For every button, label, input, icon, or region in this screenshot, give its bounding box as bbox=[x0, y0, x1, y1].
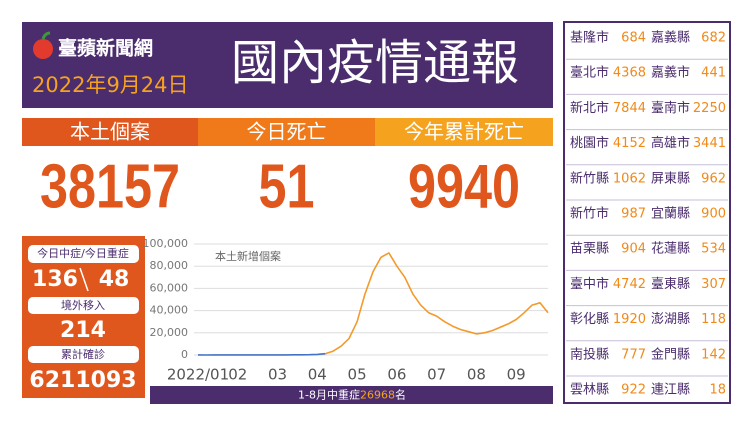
x-tick-label: 04 bbox=[308, 366, 327, 384]
county-name: 苗栗縣 bbox=[570, 242, 609, 257]
county-name: 連江縣 bbox=[651, 383, 690, 398]
county-cases: 534 bbox=[701, 242, 726, 257]
county-name: 臺南市 bbox=[651, 100, 690, 116]
county-name: 基隆市 bbox=[570, 30, 609, 46]
county-cases: 777 bbox=[621, 347, 646, 362]
total-label: 累計確診 bbox=[61, 347, 105, 361]
county-name: 桃園市 bbox=[570, 135, 609, 151]
imported: 214 bbox=[60, 318, 106, 343]
county-cases: 441 bbox=[701, 66, 726, 81]
x-tick-label: 08 bbox=[467, 366, 486, 384]
county-cases: 904 bbox=[621, 242, 646, 257]
county-name: 臺東縣 bbox=[651, 276, 690, 292]
x-tick-label: 03 bbox=[268, 366, 287, 384]
county-cases: 962 bbox=[701, 171, 726, 186]
severe-today: 48 bbox=[99, 267, 130, 292]
x-tick-label: 02 bbox=[228, 366, 247, 384]
label-box bbox=[28, 245, 139, 263]
label-box bbox=[28, 297, 139, 314]
y-tick-label: 0 bbox=[181, 348, 188, 361]
moderate-today: 136 bbox=[32, 267, 78, 292]
county-cases: 142 bbox=[701, 347, 726, 362]
county-cases: 18 bbox=[709, 383, 726, 398]
county-name: 臺北市 bbox=[570, 65, 609, 81]
chart-annotation: 本土新增個案 bbox=[215, 249, 281, 263]
county-cases: 4368 bbox=[613, 66, 646, 81]
county-name: 新竹市 bbox=[570, 206, 609, 222]
severe-label: 今日中症/今日重症 bbox=[37, 246, 129, 260]
stat-header bbox=[22, 118, 198, 146]
county-name: 宜蘭縣 bbox=[651, 206, 690, 222]
county-cases: 4152 bbox=[613, 136, 646, 151]
data-line bbox=[325, 252, 549, 355]
footer-note: 1-8月中重症26968名 bbox=[298, 388, 406, 402]
county-name: 花蓮縣 bbox=[651, 241, 690, 257]
imported-label: 境外移入 bbox=[61, 298, 105, 312]
footer-prefix: 1-8月中重症 bbox=[298, 388, 360, 402]
stat-value: 9940 bbox=[408, 152, 520, 221]
brand: 臺蘋新聞網 bbox=[58, 37, 153, 60]
county-name: 嘉義縣 bbox=[651, 30, 690, 46]
county-cases: 682 bbox=[701, 31, 726, 46]
y-tick-label: 60,000 bbox=[150, 281, 189, 294]
county-cases: 922 bbox=[621, 383, 646, 398]
county-name: 澎湖縣 bbox=[651, 312, 690, 327]
county-name: 嘉義市 bbox=[651, 65, 690, 81]
county-name: 金門縣 bbox=[651, 346, 690, 362]
x-tick-label: 2022/01 bbox=[167, 366, 229, 384]
footer-value: 26968 bbox=[360, 389, 395, 402]
footer-bar bbox=[150, 386, 553, 404]
county-cases: 3441 bbox=[693, 136, 726, 151]
label-box bbox=[28, 346, 139, 363]
logo-leaf bbox=[41, 31, 51, 40]
logo-apple bbox=[33, 39, 53, 59]
county-cases: 900 bbox=[701, 207, 726, 222]
slash bbox=[79, 267, 89, 292]
x-tick-label: 05 bbox=[348, 366, 367, 384]
total: 6211093 bbox=[29, 368, 136, 393]
county-name: 屏東縣 bbox=[651, 170, 690, 186]
county-name: 高雄市 bbox=[651, 135, 690, 151]
county-cases: 1920 bbox=[613, 312, 646, 327]
county-name: 彰化縣 bbox=[570, 311, 609, 327]
county-cases: 118 bbox=[701, 312, 726, 327]
county-name: 新北市 bbox=[570, 100, 609, 116]
stat-label: 今日死亡 bbox=[247, 120, 327, 144]
stat-header bbox=[375, 118, 553, 146]
county-panel bbox=[563, 21, 731, 404]
stat-value: 51 bbox=[259, 152, 315, 221]
main-title: 國內疫情通報 bbox=[231, 35, 519, 91]
county-name: 南投縣 bbox=[570, 346, 609, 362]
stat-header bbox=[198, 118, 375, 146]
county-name: 臺中市 bbox=[570, 276, 609, 292]
county-name: 新竹縣 bbox=[570, 170, 609, 186]
county-name: 雲林縣 bbox=[570, 383, 609, 398]
county-cases: 987 bbox=[621, 207, 646, 222]
y-tick-label: 20,000 bbox=[150, 326, 189, 339]
county-cases: 1062 bbox=[613, 171, 646, 186]
county-cases: 4742 bbox=[613, 277, 646, 292]
footer-suffix: 名 bbox=[395, 388, 406, 402]
y-tick-label: 100,000 bbox=[143, 237, 189, 250]
stat-label: 今年累計死亡 bbox=[404, 120, 524, 144]
county-cases: 684 bbox=[621, 31, 646, 46]
county-cases: 307 bbox=[701, 277, 726, 292]
date: 2022年9月24日 bbox=[32, 73, 189, 97]
x-tick-label: 07 bbox=[427, 366, 446, 384]
x-tick-label: 09 bbox=[507, 366, 526, 384]
y-tick-label: 40,000 bbox=[150, 304, 189, 317]
county-cases: 2250 bbox=[693, 101, 726, 116]
stat-value: 38157 bbox=[40, 152, 180, 221]
stat-label: 本土個案 bbox=[70, 120, 150, 144]
header-panel bbox=[22, 22, 553, 108]
data-line bbox=[197, 352, 326, 356]
x-tick-label: 06 bbox=[387, 366, 406, 384]
county-cases: 7844 bbox=[613, 101, 646, 116]
y-tick-label: 80,000 bbox=[150, 259, 189, 272]
